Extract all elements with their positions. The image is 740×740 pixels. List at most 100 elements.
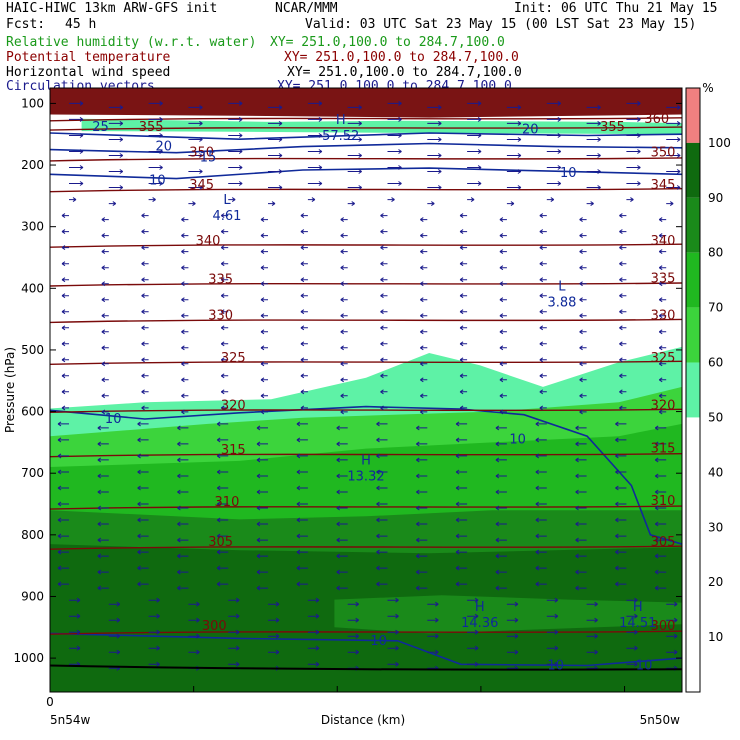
vector-arrow	[495, 489, 507, 495]
vector-arrow	[506, 169, 522, 174]
theta-label: 355	[139, 120, 164, 135]
vector-arrow	[108, 601, 121, 607]
vector-arrow	[268, 633, 280, 639]
vector-arrow	[615, 421, 627, 427]
vector-arrow	[420, 313, 428, 319]
vector-arrow	[506, 617, 519, 623]
vector-arrow	[177, 489, 189, 495]
vector-arrow	[626, 613, 638, 619]
vector-arrow	[260, 297, 268, 303]
theta-label: 335	[208, 273, 233, 288]
vector-arrow	[467, 133, 482, 138]
vector-arrow	[455, 453, 468, 459]
vector-arrow	[615, 581, 627, 587]
vector-arrow	[459, 245, 468, 251]
field-wind-xy: XY= 251.0,100.0 to 284.7,100.0	[287, 65, 522, 80]
vector-arrow	[420, 297, 428, 303]
vector-arrow	[340, 361, 348, 367]
vector-arrow	[108, 201, 117, 207]
vector-arrow	[535, 517, 547, 523]
vector-arrow	[380, 373, 388, 379]
vector-arrow	[101, 345, 109, 351]
vector-arrow	[535, 565, 547, 571]
vector-arrow	[97, 585, 109, 591]
vector-arrow	[376, 469, 388, 475]
vector-arrow	[380, 293, 388, 299]
vector-arrow	[148, 100, 163, 106]
vector-arrow	[539, 293, 547, 299]
vector-arrow	[535, 549, 547, 555]
vector-arrow	[97, 441, 109, 447]
vector-arrow	[181, 409, 189, 415]
theta-contour-350	[50, 157, 682, 162]
vector-arrow	[188, 104, 203, 110]
vector-arrow	[506, 153, 522, 158]
vector-arrow	[654, 473, 667, 479]
vector-arrow	[307, 149, 323, 154]
vector-arrow	[579, 281, 587, 287]
vector-arrow	[427, 153, 442, 158]
vector-arrow	[416, 585, 428, 591]
vector-arrow	[427, 104, 442, 110]
vector-arrow	[416, 521, 428, 527]
vector-arrow	[296, 501, 308, 507]
vector-arrow	[260, 217, 268, 223]
vector-arrow	[495, 585, 507, 591]
vector-arrow	[506, 120, 522, 126]
vector-arrow	[177, 521, 189, 527]
vector-arrow	[228, 181, 243, 186]
vector-arrow	[416, 457, 428, 463]
vector-arrow	[220, 245, 229, 251]
vector-arrow	[61, 293, 69, 299]
theta-contour-320	[50, 408, 682, 413]
vector-arrow	[228, 597, 240, 603]
vector-arrow	[455, 565, 468, 571]
vector-arrow	[57, 469, 69, 475]
vector-arrow	[296, 533, 308, 539]
vector-arrow	[546, 181, 562, 186]
vector-arrow	[137, 581, 149, 587]
vector-arrow	[108, 153, 124, 158]
vector-arrow	[296, 469, 308, 475]
vector-arrow	[69, 597, 81, 603]
y-tick-label: 200	[21, 158, 44, 172]
vector-arrow	[579, 329, 587, 335]
vector-arrow	[220, 309, 229, 315]
vector-arrow	[654, 585, 667, 591]
vector-arrow	[188, 633, 200, 639]
vector-arrow	[220, 293, 229, 299]
vector-arrow	[546, 645, 559, 651]
vector-arrow	[427, 649, 439, 655]
axes: 100 200 300 400 500 600 700 800 900 1000 0	[13, 96, 682, 709]
vector-arrow	[380, 213, 388, 219]
vector-arrow	[137, 437, 149, 443]
vector-arrow	[336, 537, 348, 543]
vector-arrow	[340, 217, 348, 223]
y-tick-label: 600	[21, 405, 44, 419]
vector-arrow	[546, 197, 555, 203]
vector-arrow	[228, 661, 240, 667]
vector-arrow	[137, 469, 149, 475]
extremum-value: 57.52	[322, 129, 359, 144]
vector-arrow	[619, 405, 627, 411]
vector-arrow	[108, 649, 121, 655]
vector-arrow	[57, 581, 69, 587]
vector-arrow	[141, 213, 149, 219]
vector-arrow	[347, 649, 359, 655]
vector-arrow	[380, 325, 388, 331]
vector-arrow	[619, 293, 627, 299]
vector-arrow	[416, 489, 428, 495]
vector-arrow	[467, 597, 479, 603]
vector-arrow	[506, 201, 515, 207]
vector-arrow	[506, 633, 519, 639]
vector-arrow	[467, 100, 482, 106]
vector-arrow	[336, 521, 348, 527]
vector-arrow	[579, 217, 587, 223]
field-theta-xy: XY= 251.0,100.0 to 284.7,100.0	[284, 50, 519, 65]
vector-arrow	[69, 165, 84, 170]
vector-arrow	[101, 217, 109, 223]
vector-arrow	[376, 517, 388, 523]
vector-arrow	[658, 265, 667, 271]
theta-label: 330	[208, 308, 233, 323]
vector-arrow	[539, 325, 547, 331]
